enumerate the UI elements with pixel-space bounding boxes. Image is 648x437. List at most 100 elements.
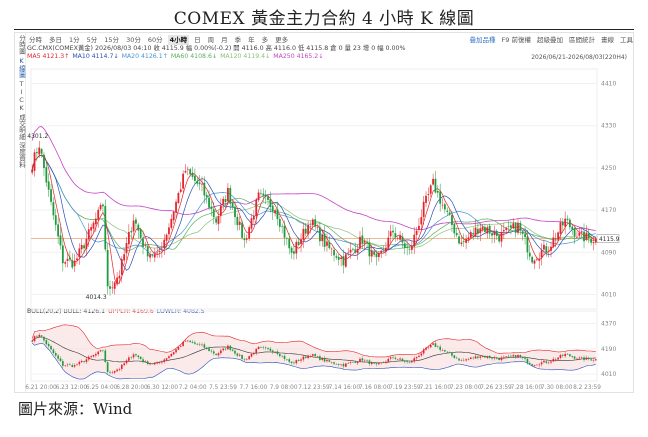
- candle-body: [234, 206, 236, 218]
- legend-entry: MA120 4119.4↓: [220, 53, 271, 60]
- candle-body: [399, 235, 401, 240]
- boll-candle-body: [302, 356, 305, 360]
- candle-body: [370, 250, 373, 257]
- candle-body: [175, 201, 177, 213]
- candle-body: [335, 256, 338, 258]
- boll-candle-body: [295, 360, 298, 364]
- candle-body: [271, 205, 274, 212]
- boll-candle-body: [446, 351, 449, 353]
- boll-candle-body: [314, 354, 317, 357]
- candle-body: [479, 228, 482, 234]
- candle-body: [69, 257, 71, 260]
- candle-body: [408, 248, 411, 250]
- toolbar-action[interactable]: 工具: [620, 36, 633, 44]
- side-tab[interactable]: 深度資料: [17, 141, 26, 168]
- boll-candle-body: [578, 357, 581, 359]
- side-tab[interactable]: 成交明細: [17, 113, 26, 140]
- boll-candle-body: [396, 359, 399, 360]
- candle-body: [547, 251, 550, 252]
- ma10-line: [31, 154, 596, 271]
- boll-candle-body: [156, 363, 158, 364]
- boll-candle-body: [526, 358, 529, 363]
- side-tab[interactable]: TICK: [17, 79, 26, 112]
- side-tab[interactable]: 分時圖: [17, 35, 26, 55]
- candle-body: [127, 232, 130, 245]
- boll-candle-body: [569, 354, 571, 357]
- candle-body: [87, 229, 90, 240]
- candle-body: [533, 260, 536, 264]
- candle-body: [38, 147, 41, 155]
- boll-candle-body: [455, 357, 458, 359]
- boll-candle-body: [486, 356, 489, 358]
- boll-candle-body: [545, 361, 548, 363]
- boll-candle-body: [90, 356, 92, 358]
- boll-candle-body: [505, 356, 508, 357]
- boll-candle-body: [106, 362, 109, 373]
- boll-candle-body: [36, 336, 38, 337]
- boll-candle-body: [309, 355, 312, 357]
- x-tick-label: 7.28 16:00: [511, 385, 543, 391]
- candle-body: [507, 226, 510, 227]
- candle-body: [500, 231, 503, 242]
- candlestick-chart[interactable]: 4410 4330 4250 4170 4090 4010 4370 4190 4010 6.21…: [15, 33, 633, 392]
- period-tab[interactable]: 年: [248, 36, 255, 44]
- period-tab[interactable]: 更多: [275, 36, 289, 44]
- boll-candle-body: [498, 358, 500, 360]
- period-tab[interactable]: 多: [261, 36, 269, 44]
- boll-candle-body: [340, 364, 342, 365]
- candle-body: [465, 239, 468, 243]
- period-tab[interactable]: 1分: [69, 36, 80, 44]
- x-tick-label: 7.7 16:00: [239, 385, 267, 391]
- candle-body: [396, 238, 399, 239]
- period-tab[interactable]: 季: [234, 36, 242, 44]
- boll-candle-body: [85, 359, 88, 363]
- candle-body: [373, 251, 376, 255]
- period-tab[interactable]: 5分: [86, 36, 98, 44]
- period-tab[interactable]: 4小時: [167, 35, 190, 45]
- period-tab[interactable]: 15分: [104, 36, 120, 44]
- boll-candle-body: [564, 353, 566, 357]
- toolbar-action[interactable]: 疊加品種: [469, 36, 496, 44]
- candle-body: [564, 218, 567, 227]
- period-tab[interactable]: 月: [221, 36, 228, 44]
- boll-candle-body: [234, 350, 236, 354]
- boll-candle-body: [576, 358, 578, 360]
- x-tick-label: 6.21 20:00: [25, 385, 57, 391]
- boll-candle-body: [198, 344, 201, 345]
- candle-body: [165, 234, 168, 241]
- period-tab[interactable]: 60分: [147, 36, 163, 44]
- candle-body: [460, 242, 463, 245]
- candle-body: [510, 225, 512, 228]
- candle-body: [177, 192, 180, 203]
- period-tab[interactable]: 多日: [49, 36, 62, 44]
- toolbar-action[interactable]: 區間統計: [569, 36, 595, 44]
- candle-body: [64, 262, 67, 264]
- boll-candle-body: [323, 357, 326, 362]
- toolbar-action[interactable]: 畫線: [601, 36, 614, 44]
- candle-body: [73, 260, 76, 267]
- period-tab[interactable]: 日: [194, 36, 201, 44]
- period-tab[interactable]: 30分: [126, 36, 141, 44]
- boll-candle-body: [392, 357, 394, 358]
- candle-body: [342, 256, 345, 266]
- boll-candle-body: [203, 344, 206, 348]
- candle-body: [590, 239, 593, 243]
- boll-candle-body: [566, 353, 569, 355]
- boll-candle-body: [276, 351, 279, 355]
- period-tab[interactable]: 周: [207, 36, 215, 44]
- period-tab[interactable]: 分時: [29, 36, 42, 44]
- toolbar-right: 疊加品種 F9 前復權 超級疊加 區間統計 畫線 工具: [464, 35, 633, 45]
- current-price-box: [596, 234, 620, 243]
- candle-body: [535, 259, 538, 261]
- toolbar-action[interactable]: F9 前復權: [501, 36, 531, 44]
- boll-candle-body: [281, 355, 283, 357]
- boll-candle-body: [354, 362, 357, 363]
- candle-body: [229, 187, 232, 204]
- boll-candle-body: [533, 365, 536, 366]
- side-tab[interactable]: K線圖: [17, 56, 26, 78]
- candle-body: [217, 216, 220, 225]
- candle-body: [491, 233, 493, 236]
- toolbar-action[interactable]: 超級疊加: [537, 36, 563, 44]
- candle-body: [222, 198, 225, 205]
- boll-candle-body: [151, 363, 154, 365]
